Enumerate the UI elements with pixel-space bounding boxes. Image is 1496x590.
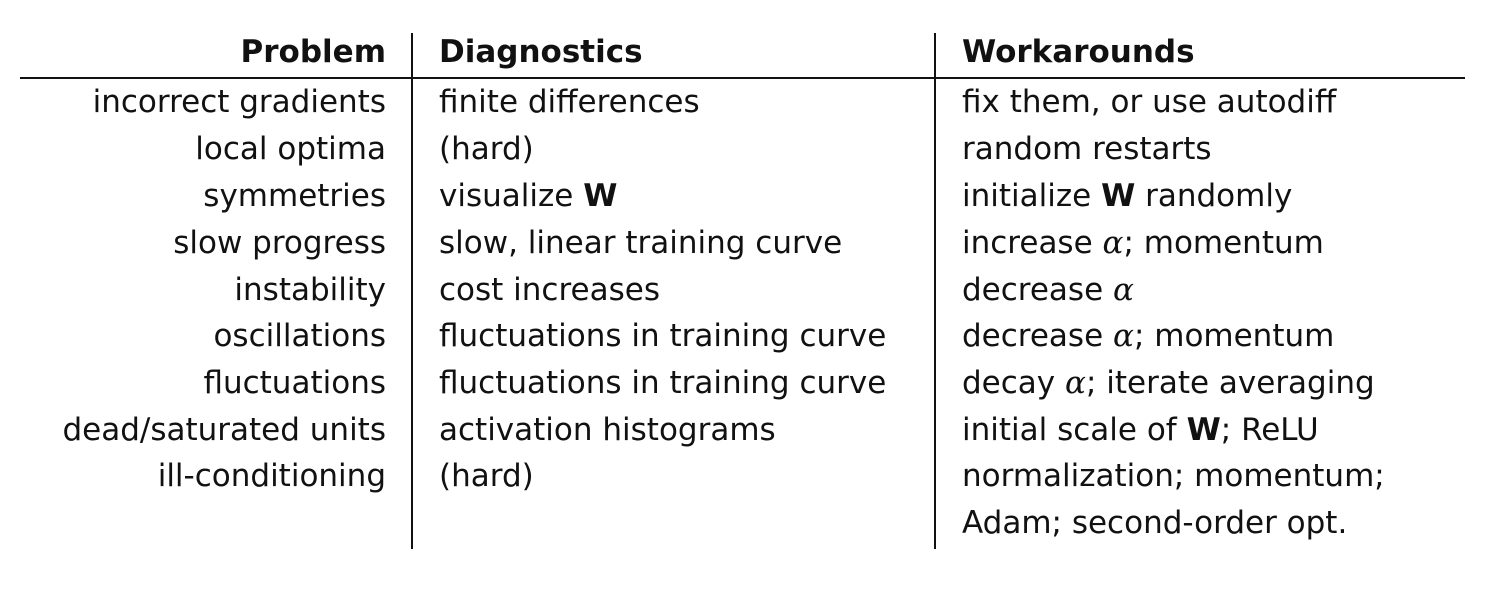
diagnostic-cell: visualize W: [439, 178, 618, 214]
diagnostic-cell: fluctuations in training curve: [439, 365, 887, 401]
workaround-cell: normalization; momentum;: [962, 458, 1385, 494]
header-problem: Problem: [240, 34, 386, 70]
weight-matrix-symbol: W: [1101, 178, 1136, 214]
workaround-cell: increase α; momentum: [962, 225, 1324, 261]
diagnostic-cell: finite differences: [439, 84, 700, 120]
problem-cell: fluctuations: [203, 365, 386, 401]
header-diagnostics: Diagnostics: [439, 34, 643, 70]
workaround-cell: decrease α; momentum: [962, 318, 1335, 354]
column-divider-1: [411, 33, 413, 549]
column-divider-2: [934, 33, 936, 549]
problem-cell: local optima: [195, 131, 386, 167]
workaround-cell: random restarts: [962, 131, 1212, 167]
workaround-cell: Adam; second-order opt.: [962, 505, 1348, 541]
diagnostic-cell: cost increases: [439, 272, 660, 308]
workaround-cell: decay α; iterate averaging: [962, 365, 1375, 401]
workaround-cell: initialize W randomly: [962, 178, 1293, 214]
problem-cell: incorrect gradients: [92, 84, 386, 120]
learning-rate-symbol: α: [1065, 365, 1086, 401]
header-workarounds: Workarounds: [962, 34, 1195, 70]
weight-matrix-symbol: W: [1186, 412, 1221, 448]
diagnostic-cell: (hard): [439, 458, 534, 494]
learning-rate-symbol: α: [1102, 225, 1124, 261]
problem-cell: dead/saturated units: [62, 412, 386, 448]
weight-matrix-symbol: W: [583, 178, 618, 214]
problem-cell: slow progress: [173, 225, 386, 261]
diagnostic-cell: fluctuations in training curve: [439, 318, 887, 354]
diagnostic-cell: slow, linear training curve: [439, 225, 843, 261]
diagnostic-cell: (hard): [439, 131, 534, 167]
workaround-cell: initial scale of W; ReLU: [962, 412, 1319, 448]
workaround-cell: fix them, or use autodiff: [962, 84, 1337, 120]
diagnostic-cell: activation histograms: [439, 412, 776, 448]
workaround-cell: decrease α: [962, 272, 1134, 308]
problem-cell: ill-conditioning: [157, 458, 386, 494]
learning-rate-symbol: α: [1113, 272, 1134, 308]
learning-rate-symbol: α: [1113, 318, 1134, 354]
header-rule: [20, 77, 1465, 79]
problem-cell: oscillations: [213, 318, 386, 354]
problem-cell: instability: [234, 272, 386, 308]
problem-cell: symmetries: [203, 178, 386, 214]
